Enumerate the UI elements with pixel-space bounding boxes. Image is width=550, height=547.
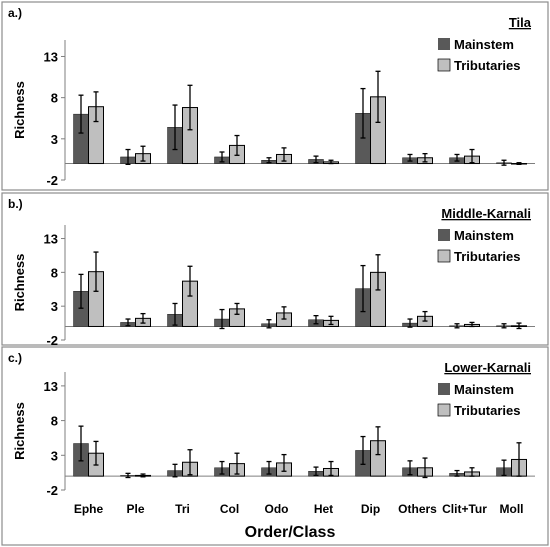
panel-label: b.) bbox=[8, 197, 23, 211]
y-tick-label: -2 bbox=[46, 333, 58, 348]
y-tick-label: 8 bbox=[51, 265, 58, 280]
panel-label: c.) bbox=[8, 351, 22, 365]
x-tick-label: Col bbox=[220, 502, 239, 516]
legend-label: Mainstem bbox=[454, 37, 514, 52]
panel-2: b.) -2 3 8 13 Richness Middle-Karnali Mainstem T… bbox=[1, 192, 549, 348]
x-tick-label: Odo bbox=[265, 502, 289, 516]
y-axis-label: Richness bbox=[12, 81, 27, 139]
y-tick-label: 13 bbox=[44, 49, 58, 64]
legend-swatch-mainstem bbox=[438, 38, 450, 50]
legend-swatch-mainstem bbox=[438, 383, 450, 395]
panel-frame bbox=[1, 192, 549, 346]
y-tick-label: 8 bbox=[51, 91, 58, 106]
y-tick-label: -2 bbox=[46, 173, 58, 188]
panel-3: c.) -2 3 8 13 Richness Lower-Karnali Mainstem Tr… bbox=[1, 346, 549, 546]
x-tick-label: Ple bbox=[126, 502, 144, 516]
x-tick-label: Moll bbox=[500, 502, 524, 516]
panel-frame bbox=[1, 1, 549, 191]
y-tick-label: 13 bbox=[44, 232, 58, 247]
legend-swatch-tributaries bbox=[437, 58, 451, 72]
panel-title: Lower-Karnali bbox=[444, 360, 531, 375]
y-tick-label: 3 bbox=[51, 132, 58, 147]
y-tick-label: 3 bbox=[51, 448, 58, 463]
x-tick-label: Tri bbox=[175, 502, 190, 516]
legend-swatch-tributaries bbox=[437, 249, 451, 263]
panel-title: Middle-Karnali bbox=[441, 206, 531, 221]
x-tick-label: Het bbox=[314, 502, 333, 516]
legend-swatch-tributaries bbox=[437, 403, 451, 417]
legend-swatch-mainstem bbox=[438, 229, 450, 241]
x-tick-label: Dip bbox=[361, 502, 380, 516]
x-tick-label: Others bbox=[398, 502, 437, 516]
x-tick-label: Clit+Tur bbox=[442, 502, 487, 516]
legend-label: Tributaries bbox=[454, 249, 520, 264]
y-axis-label: Richness bbox=[12, 402, 27, 460]
x-axis-label: Order/Class bbox=[245, 524, 336, 541]
legend-label: Tributaries bbox=[454, 403, 520, 418]
y-tick-label: 3 bbox=[51, 299, 58, 314]
panel-title: Tila bbox=[509, 15, 532, 30]
panel-1: a.) -2 3 8 13 Richness Tila Mainstem Tributaries bbox=[1, 1, 549, 191]
x-tick-label: Ephe bbox=[74, 502, 104, 516]
legend-label: Mainstem bbox=[454, 228, 514, 243]
y-tick-label: 13 bbox=[44, 379, 58, 394]
y-axis-label: Richness bbox=[12, 254, 27, 312]
panel-frame bbox=[1, 346, 549, 546]
y-tick-label: -2 bbox=[46, 483, 58, 498]
legend-label: Mainstem bbox=[454, 382, 514, 397]
legend-label: Tributaries bbox=[454, 58, 520, 73]
y-tick-label: 8 bbox=[51, 414, 58, 429]
panel-label: a.) bbox=[8, 6, 22, 20]
